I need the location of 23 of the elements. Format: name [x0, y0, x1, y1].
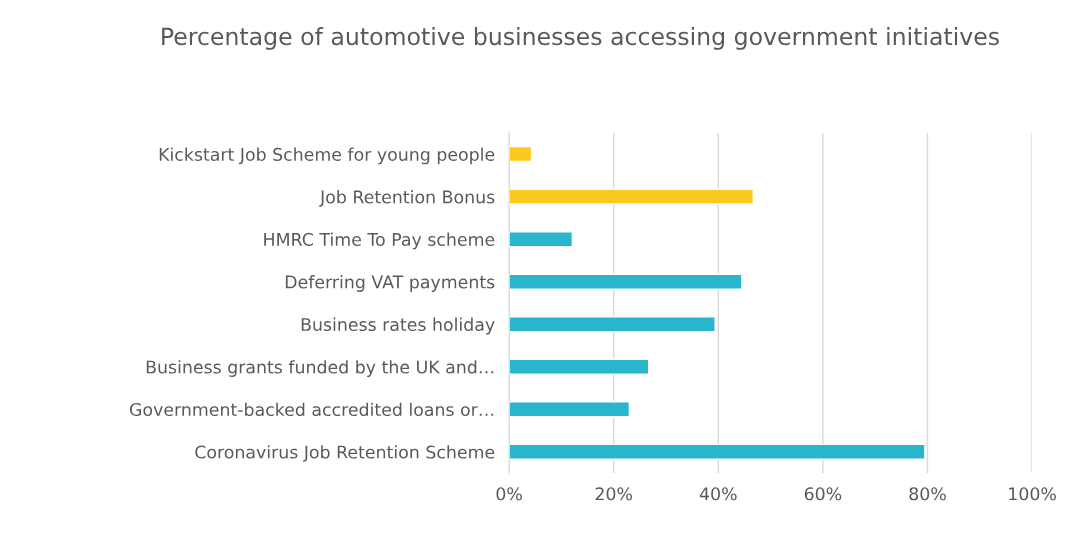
y-tick-label: Coronavirus Job Retention Scheme	[195, 445, 495, 462]
y-tick-label: Business grants funded by the UK and…	[146, 360, 494, 377]
y-tick-label: Job Retention Bonus	[319, 190, 495, 207]
bar	[509, 401, 631, 418]
y-tick-label: Government-backed accredited loans or…	[129, 402, 494, 417]
bar	[509, 188, 755, 205]
bar	[509, 145, 533, 163]
y-tick-label: Deferring VAT payments	[285, 275, 495, 292]
bar	[509, 316, 716, 333]
bar	[509, 273, 743, 290]
y-tick-label: Business rates holiday	[301, 317, 495, 335]
x-tick-label: 20%	[595, 487, 633, 501]
y-tick-label: HMRC Time To Pay scheme	[264, 232, 495, 250]
bar	[509, 443, 926, 460]
x-tick-label: 0%	[496, 487, 522, 501]
x-tick-label: 100%	[1009, 487, 1056, 501]
y-tick-label: Kickstart Job Scheme for young people	[159, 147, 495, 165]
bar	[509, 358, 650, 375]
chart-title: Percentage of automotive businesses accessing government initiatives	[162, 27, 999, 50]
x-tick-label: 80%	[909, 487, 946, 501]
bar	[509, 231, 574, 248]
x-tick-label: 40%	[699, 487, 737, 501]
x-tick-label: 60%	[804, 487, 842, 501]
